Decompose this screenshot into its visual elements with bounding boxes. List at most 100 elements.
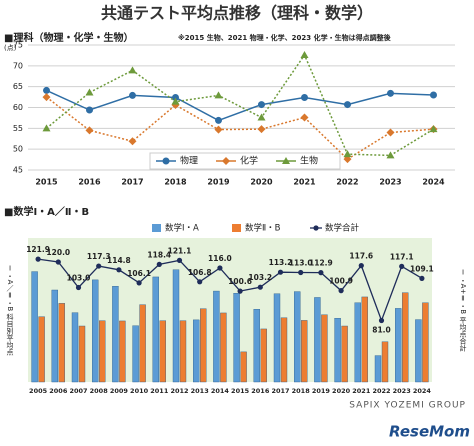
bar: [51, 289, 58, 383]
marker: [42, 124, 51, 132]
data-label: 114.8: [107, 256, 131, 265]
bar: [273, 293, 281, 383]
marker: [214, 91, 223, 99]
marker: [42, 93, 51, 102]
x-tick-label: 2023: [379, 178, 401, 187]
bar: [58, 303, 65, 383]
marker: [300, 113, 309, 122]
marker: [258, 101, 265, 109]
legend-label: 数学Ⅰ・A: [165, 223, 199, 234]
y-tick-label: 50: [13, 145, 23, 154]
y-tick-label: 75: [13, 41, 23, 50]
x-tick-label: 2024: [413, 387, 432, 395]
legend-label: 物理: [180, 155, 198, 167]
x-tick-label: 2013: [191, 387, 209, 395]
data-label: 100.6: [228, 277, 252, 286]
marker: [156, 261, 162, 267]
bar: [78, 325, 86, 383]
bar: [395, 308, 402, 383]
bar: [233, 293, 240, 383]
data-label: 113.2: [269, 258, 293, 267]
marker: [399, 263, 405, 269]
bar: [422, 302, 429, 383]
x-tick-label: 2005: [29, 387, 48, 395]
logo: ReseMom: [389, 423, 470, 441]
marker: [222, 157, 230, 165]
y-axis-label: (点): [4, 44, 17, 52]
bar: [260, 328, 267, 383]
bar: [294, 291, 301, 383]
marker: [171, 97, 180, 105]
marker: [386, 151, 395, 159]
data-label: 121.1: [168, 246, 192, 255]
series-line: [38, 258, 423, 323]
marker: [237, 288, 243, 294]
x-tick-label: 2020: [250, 178, 273, 187]
marker: [43, 86, 50, 94]
bar: [38, 316, 45, 383]
x-tick-label: 2023: [393, 387, 411, 395]
marker: [116, 267, 122, 273]
marker: [419, 275, 425, 281]
x-tick-label: 2020: [332, 387, 351, 395]
legend-label: 数学Ⅱ・B: [245, 223, 281, 234]
data-label: 116.0: [208, 254, 232, 263]
marker: [55, 259, 61, 265]
marker: [172, 94, 179, 101]
x-tick-label: 2014: [211, 387, 230, 395]
bar: [301, 320, 308, 383]
data-label: 112.9: [309, 259, 333, 268]
data-label: 100.9: [329, 277, 353, 286]
marker: [282, 157, 290, 164]
marker: [214, 125, 223, 134]
bar: [98, 320, 106, 383]
series-line: [46, 53, 434, 157]
page-title: 共通テスト平均点推移（理科・数学）: [101, 4, 373, 23]
chart-title: ■理科（物理・化学・生物）: [4, 31, 133, 44]
data-label: 109.1: [410, 264, 434, 273]
legend-label: 数学合計: [325, 223, 360, 234]
x-tick-label: 2006: [49, 387, 68, 395]
y-tick-label: 45: [13, 166, 23, 175]
x-tick-label: 2016: [78, 178, 101, 187]
marker: [257, 125, 266, 134]
marker: [358, 263, 364, 269]
series-line: [46, 89, 434, 122]
bar: [119, 320, 126, 383]
bar: [132, 325, 139, 383]
x-tick-label: 2010: [130, 387, 149, 395]
legend-marker: [313, 225, 319, 231]
marker: [257, 284, 263, 290]
legend-label: 化学: [240, 155, 258, 167]
bar: [314, 297, 321, 383]
chart-subtitle: ※2015 生物、2021 物理・化学、2023 化学・生物は得点調整後: [178, 33, 392, 42]
marker: [277, 269, 284, 275]
chart-title: ■数学Ⅰ・A／Ⅱ・B: [4, 205, 89, 218]
bar: [402, 292, 409, 383]
legend-label: 生物: [300, 155, 318, 167]
credit: SAPIX YOZEMI GROUP: [349, 401, 466, 411]
marker: [300, 51, 309, 58]
data-label: 117.3: [87, 252, 111, 261]
x-tick-label: 2009: [110, 387, 129, 395]
bar: [213, 290, 220, 383]
x-tick-label: 2024: [422, 178, 445, 187]
marker: [301, 94, 308, 101]
bar: [71, 312, 79, 383]
marker: [217, 265, 223, 271]
y-tick-label: 65: [13, 82, 23, 91]
bar: [253, 309, 261, 383]
marker: [129, 91, 136, 99]
x-tick-label: 2019: [207, 178, 230, 187]
y-tick-label: 60: [13, 103, 23, 112]
bar: [321, 314, 328, 383]
x-tick-label: 2021: [352, 387, 371, 395]
bar: [415, 319, 422, 383]
marker: [387, 89, 394, 97]
data-label: 120.0: [46, 248, 70, 257]
bar: [139, 304, 146, 383]
marker: [128, 137, 137, 146]
bar: [31, 271, 38, 383]
legend-box: [149, 152, 341, 170]
data-label: 103.0: [67, 274, 91, 283]
